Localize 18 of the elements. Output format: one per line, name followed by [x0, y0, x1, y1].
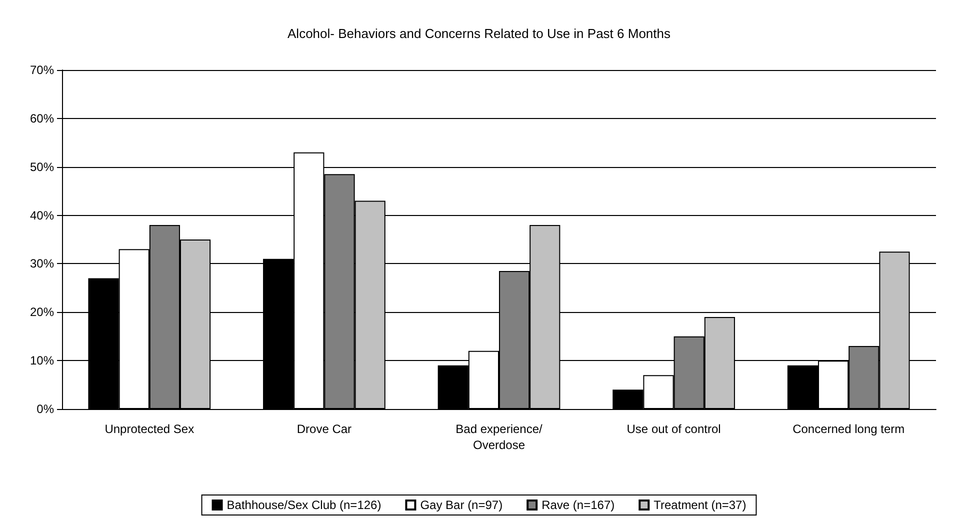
y-tick-label: 10%	[30, 354, 54, 368]
y-tick-label: 70%	[30, 63, 54, 77]
x-tick-label: Concerned long term	[792, 422, 905, 436]
legend-label: Treatment (n=37)	[654, 498, 746, 512]
legend-label: Bathhouse/Sex Club (n=126)	[226, 498, 382, 512]
x-tick-label: Use out of control	[626, 422, 721, 436]
legend-label: Gay Bar (n=97)	[420, 498, 503, 512]
y-tick-label: 20%	[30, 305, 54, 320]
y-tick-label: 50%	[30, 160, 54, 174]
chart-title: Alcohol- Behaviors and Concerns Related to Use in Past 6 Months	[288, 26, 671, 41]
x-tick-label: Drove Car	[296, 422, 352, 436]
y-tick-label: 0%	[36, 402, 54, 416]
y-tick-label: 40%	[30, 208, 54, 222]
x-tick-label: Bad experience/ Overdose	[456, 422, 544, 452]
y-tick-label: 30%	[30, 256, 54, 271]
x-tick-label: Unprotected Sex	[104, 422, 194, 436]
legend-label: Rave (n=167)	[542, 498, 615, 512]
y-tick-label: 60%	[30, 111, 54, 126]
